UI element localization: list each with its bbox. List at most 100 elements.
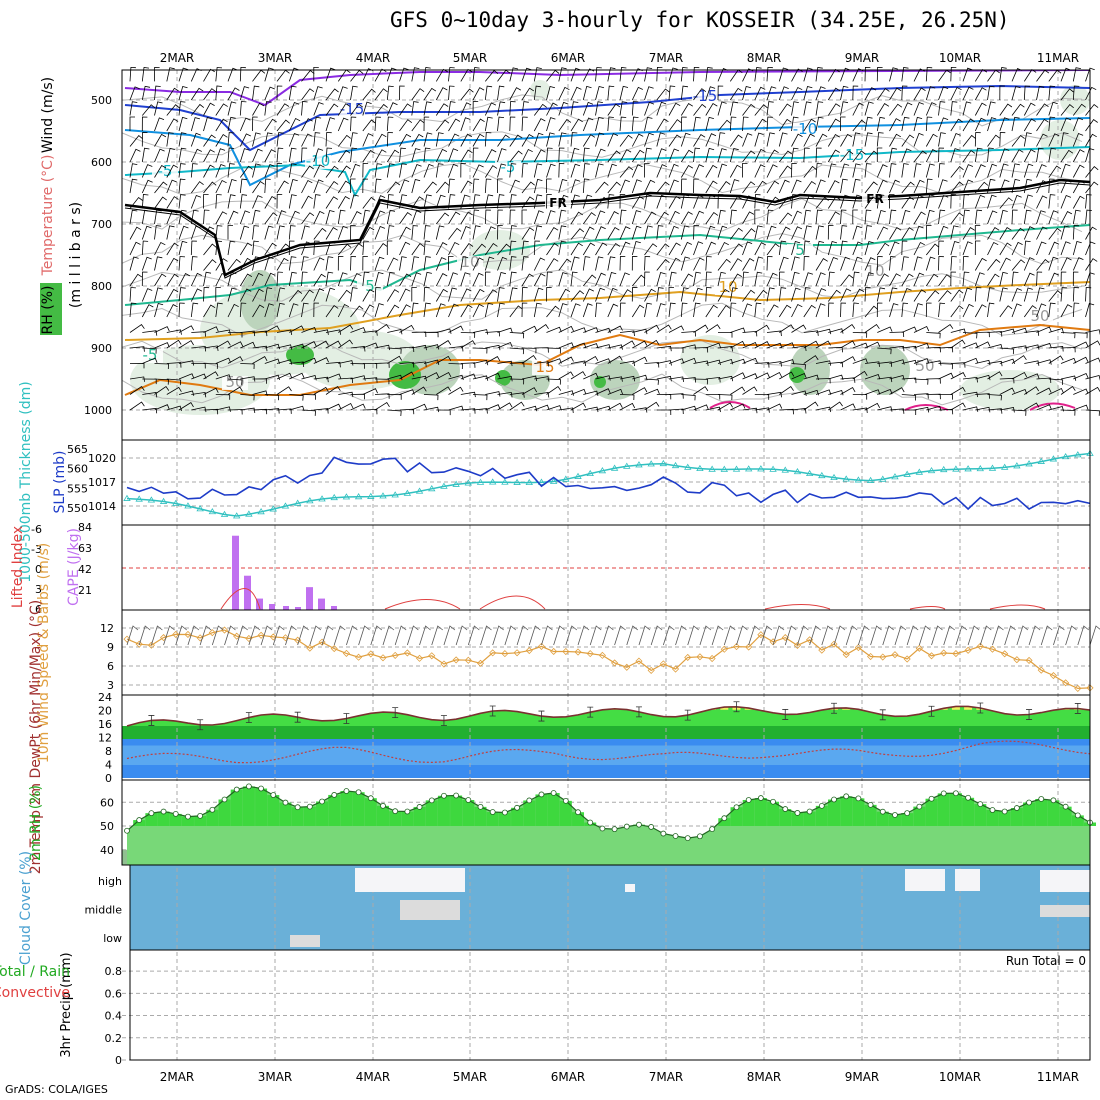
wind-barb — [533, 118, 546, 132]
wind-tick: 12 — [100, 622, 114, 635]
wind-barb — [950, 66, 957, 82]
wind-barb — [239, 101, 247, 116]
wind-barb — [558, 209, 567, 225]
wind-barb — [840, 163, 850, 178]
wind-barb — [656, 345, 672, 352]
wind-barb — [533, 273, 546, 287]
wind-barb — [925, 66, 933, 82]
thickness-point — [671, 461, 680, 469]
pressure-tick: 800 — [91, 280, 112, 293]
thickness-point — [172, 499, 180, 506]
surface-wind-barb — [979, 625, 992, 646]
wind-barb — [276, 85, 283, 101]
wind-barb — [595, 302, 602, 318]
rh-point — [818, 802, 825, 809]
wind-barb — [680, 116, 687, 132]
rh-high-fill — [803, 811, 816, 826]
wind-barb — [987, 147, 994, 163]
rh-point — [319, 798, 325, 805]
wind-barb — [350, 69, 364, 82]
wind-speed-point — [391, 651, 399, 659]
wind-speed-point — [891, 651, 899, 659]
wind-barb — [656, 303, 666, 318]
wind-barb — [742, 386, 758, 395]
wind-barb — [987, 344, 1003, 350]
wind-speed-point — [1001, 650, 1009, 658]
thickness-point — [842, 475, 850, 482]
wind-barb — [876, 256, 883, 271]
wind-barb — [141, 132, 148, 147]
wind-barb — [619, 226, 631, 240]
wind-barb — [191, 373, 207, 380]
wind-barb — [595, 101, 603, 116]
wind-barb — [1048, 290, 1062, 302]
wind-barb — [632, 387, 648, 395]
wind-barb — [448, 363, 463, 370]
thickness-point — [927, 466, 936, 474]
wind-barb — [974, 257, 987, 271]
wind-barb — [435, 103, 449, 116]
isotherm-5 — [124, 224, 1090, 306]
rh-high-fill — [194, 815, 207, 826]
wind-barb — [852, 332, 868, 338]
wind-barb — [411, 331, 427, 338]
wind-barb — [742, 271, 749, 287]
wind-barb — [1060, 149, 1074, 163]
wind-barb — [227, 225, 233, 240]
wind-barb — [962, 332, 978, 339]
date-label-bottom: 4MAR — [356, 1070, 391, 1084]
wind-barb — [497, 402, 513, 411]
wind-barb — [889, 331, 905, 338]
thickness-point — [1000, 463, 1009, 470]
wind-speed-point — [635, 657, 643, 665]
wind-barb — [534, 347, 549, 353]
wind-barb — [423, 132, 433, 147]
wind-barb — [141, 209, 150, 225]
rh-high-fill — [291, 807, 304, 826]
wind-barb — [987, 360, 1003, 367]
wind-barb — [570, 194, 580, 209]
wind-barb — [570, 132, 578, 147]
wind-barb — [827, 103, 841, 116]
wind-barb — [276, 163, 283, 178]
wind-barb — [313, 210, 325, 225]
wind-barb — [227, 271, 237, 287]
wind-barb — [362, 149, 375, 163]
contour-label: -15 — [693, 87, 718, 105]
temp-errorbar — [684, 709, 691, 721]
wind-speed-point — [830, 640, 838, 648]
wind-barb — [778, 165, 792, 178]
wind-barb — [1048, 165, 1062, 178]
wind-barb — [999, 305, 1013, 318]
wind-barb — [987, 394, 1002, 401]
wind-barb — [595, 405, 611, 412]
wind-barb — [582, 303, 593, 318]
wind-barb — [484, 149, 497, 163]
wind-barb — [509, 209, 516, 225]
rh-point — [757, 795, 764, 801]
wind-barb — [803, 133, 815, 147]
surface-wind-barb — [833, 625, 846, 646]
wind-barb — [1085, 119, 1098, 132]
contour-label: 5 — [795, 241, 805, 259]
surface-wind-barb — [638, 625, 651, 646]
wind-barb — [607, 85, 615, 101]
rh-high-fill — [779, 809, 792, 826]
wind-speed-point — [647, 666, 655, 674]
wind-barb — [668, 119, 682, 132]
thickness-point — [415, 487, 424, 494]
wind-barb — [301, 133, 313, 147]
wind-barb — [693, 164, 704, 178]
rh-high-fill — [913, 806, 926, 826]
wind-barb — [264, 178, 271, 194]
wind-barb — [1085, 241, 1096, 256]
wind-barb — [999, 387, 1015, 395]
wind-barb — [974, 194, 986, 209]
contour-label: 10 — [865, 262, 884, 280]
wind-barb — [827, 87, 841, 101]
wind-barb — [644, 179, 656, 194]
contour-label-bg — [912, 360, 938, 374]
wind-barb — [619, 241, 631, 256]
rh-high-fill — [937, 793, 950, 826]
wind-barb — [766, 180, 780, 194]
